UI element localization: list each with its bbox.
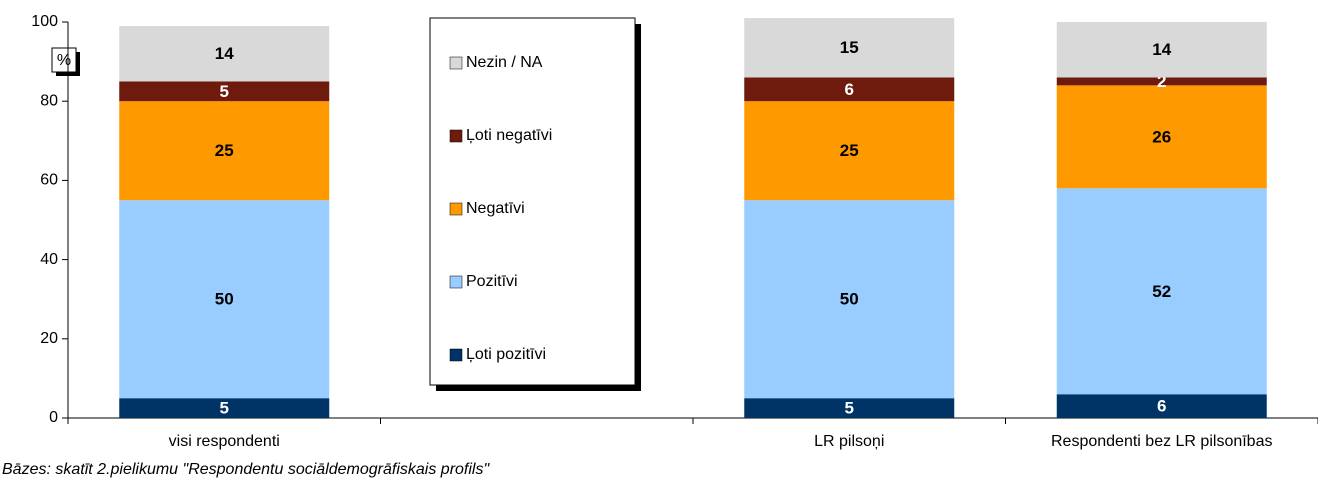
- y-tick-label: 0: [49, 409, 58, 426]
- bar-segment: [1056, 77, 1267, 86]
- data-label: 25: [215, 141, 234, 160]
- legend-label: Nezin / NA: [466, 54, 543, 71]
- y-tick-label: 40: [40, 251, 58, 268]
- bar-segment: [1056, 188, 1267, 395]
- data-label: 26: [1152, 127, 1171, 146]
- data-label: 14: [1152, 40, 1171, 59]
- data-label: 5: [220, 82, 229, 101]
- bar-segment: [744, 77, 955, 102]
- legend-label: Pozitīvi: [466, 273, 518, 290]
- data-label: 25: [840, 141, 859, 160]
- data-label: 6: [845, 80, 854, 99]
- note: Bāzes: skatīt 2.pielikumu "Respondentu s…: [2, 461, 490, 478]
- x-tick-label: visi respondenti: [169, 433, 280, 450]
- legend-label: Negatīvi: [466, 200, 525, 217]
- legend-swatch: [449, 56, 463, 70]
- data-label: 6: [1157, 397, 1166, 416]
- legend: [429, 17, 636, 386]
- bar-segment: [119, 200, 330, 399]
- data-label: 14: [215, 44, 234, 63]
- bar-segment: [119, 81, 330, 102]
- bar-segment: [744, 101, 955, 201]
- data-label: 52: [1152, 282, 1171, 301]
- x-tick-label: Respondenti bez LR pilsonības: [1051, 433, 1272, 450]
- bar-segment: [744, 398, 955, 418]
- legend-swatch: [449, 202, 463, 216]
- legend-swatch: [449, 348, 463, 362]
- data-label: 15: [840, 38, 859, 57]
- bar-segment: [744, 200, 955, 399]
- legend-swatch: [449, 129, 463, 143]
- data-label: 50: [215, 290, 234, 309]
- legend-label: Ļoti pozitīvi: [466, 346, 546, 363]
- y-tick-label: 60: [40, 172, 58, 189]
- y-tick-label: 20: [40, 330, 58, 347]
- bar-segment: [1056, 22, 1267, 78]
- y-axis-label: %: [57, 52, 71, 69]
- y-tick-label: 80: [40, 92, 58, 109]
- data-label: 2: [1157, 72, 1166, 91]
- data-label: 50: [840, 290, 859, 309]
- bar-segment: [119, 25, 330, 82]
- bar-segment: [119, 398, 330, 418]
- x-tick-label: LR pilsoņi: [814, 433, 884, 450]
- legend-label: Ļoti negatīvi: [466, 127, 552, 144]
- data-label: 5: [845, 399, 854, 418]
- y-label-box: [51, 47, 77, 73]
- bar-segment: [119, 101, 330, 201]
- y-tick-label: 100: [31, 13, 58, 30]
- data-label: 5: [220, 399, 229, 418]
- bar-segment: [1056, 85, 1267, 189]
- bar-segment: [1056, 394, 1267, 418]
- legend-swatch: [449, 275, 463, 289]
- bar-segment: [744, 18, 955, 78]
